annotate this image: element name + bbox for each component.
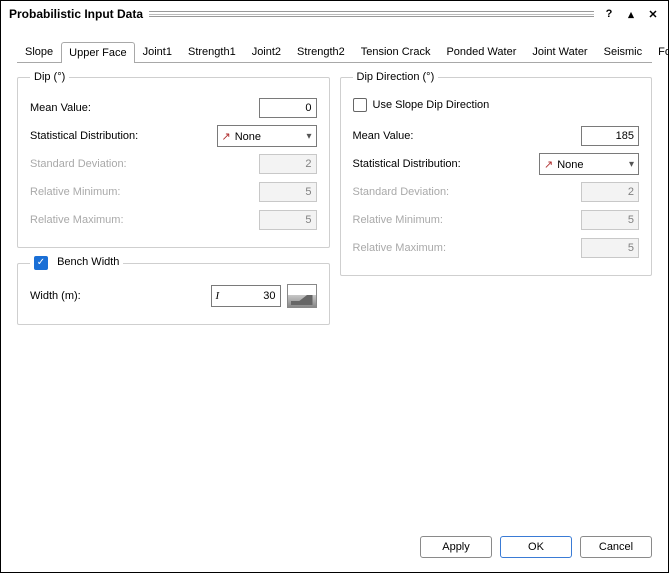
dip-relmin-label: Relative Minimum: (30, 186, 120, 198)
tab-forces[interactable]: Forces (650, 41, 669, 62)
bench-group: ✓ Bench Width Width (m): I 30 (17, 256, 330, 325)
dipdir-mean-input[interactable] (581, 126, 639, 146)
collapse-icon[interactable]: ▴ (624, 7, 638, 21)
dip-relmax-label: Relative Maximum: (30, 214, 124, 226)
apply-button[interactable]: Apply (420, 536, 492, 558)
content-area: Dip (°) Mean Value: Statistical Distribu… (1, 63, 668, 572)
dipdir-dist-label: Statistical Distribution: (353, 158, 461, 170)
dip-dist-value: None (235, 131, 261, 143)
chevron-down-icon: ▾ (306, 131, 311, 142)
dip-mean-row: Mean Value: (30, 95, 317, 121)
right-column: Dip Direction (°) Use Slope Dip Directio… (340, 71, 653, 518)
dip-mean-label: Mean Value: (30, 102, 91, 114)
dipdir-relmax-label: Relative Maximum: (353, 242, 447, 254)
dipdir-mean-label: Mean Value: (353, 130, 414, 142)
dip-sd-input (259, 154, 317, 174)
dip-relmin-row: Relative Minimum: (30, 179, 317, 205)
dipdir-group: Dip Direction (°) Use Slope Dip Directio… (340, 71, 653, 276)
tab-strength1[interactable]: Strength1 (180, 41, 244, 62)
dipdir-relmin-label: Relative Minimum: (353, 214, 443, 226)
dip-relmin-input (259, 182, 317, 202)
dipdir-sd-row: Standard Deviation: (353, 179, 640, 205)
dipdir-dist-value: None (557, 159, 583, 171)
button-bar: Apply OK Cancel (420, 536, 652, 558)
dip-relmax-input (259, 210, 317, 230)
dipdir-relmin-input (581, 210, 639, 230)
bench-width-value: 30 (263, 290, 275, 302)
dip-dist-select[interactable]: ↗ None ▾ (217, 125, 317, 147)
dip-sd-row: Standard Deviation: (30, 151, 317, 177)
ok-button[interactable]: OK (500, 536, 572, 558)
window-title: Probabilistic Input Data (9, 7, 143, 21)
bench-legend-label: Bench Width (57, 256, 119, 268)
left-column: Dip (°) Mean Value: Statistical Distribu… (17, 71, 330, 518)
tab-strength2[interactable]: Strength2 (289, 41, 353, 62)
dip-group: Dip (°) Mean Value: Statistical Distribu… (17, 71, 330, 248)
bench-width-input[interactable]: I 30 (211, 285, 281, 307)
tab-joint2[interactable]: Joint2 (244, 41, 289, 62)
bench-width-label: Width (m): (30, 290, 81, 302)
tab-tension-crack[interactable]: Tension Crack (353, 41, 439, 62)
dipdir-relmin-row: Relative Minimum: (353, 207, 640, 233)
dip-legend: Dip (°) (30, 71, 69, 83)
use-slope-dip-label: Use Slope Dip Direction (373, 99, 490, 111)
dipdir-mean-row: Mean Value: (353, 123, 640, 149)
tab-joint1[interactable]: Joint1 (135, 41, 180, 62)
dipdir-legend: Dip Direction (°) (353, 71, 439, 83)
cancel-button[interactable]: Cancel (580, 536, 652, 558)
chevron-down-icon: ▾ (629, 159, 634, 170)
dipdir-dist-select[interactable]: ↗ None ▾ (539, 153, 639, 175)
tab-bar: SlopeUpper FaceJoint1Strength1Joint2Stre… (1, 25, 668, 62)
close-icon[interactable]: ✕ (646, 7, 660, 21)
tab-ponded-water[interactable]: Ponded Water (438, 41, 524, 62)
dipdir-sd-input (581, 182, 639, 202)
dip-dist-label: Statistical Distribution: (30, 130, 138, 142)
distribution-icon: ↗ (544, 159, 553, 171)
dip-relmax-row: Relative Maximum: (30, 207, 317, 233)
window-controls: ? ▴ ✕ (602, 7, 660, 21)
text-cursor-icon: I (216, 290, 220, 302)
distribution-icon: ↗ (222, 131, 231, 143)
help-icon[interactable]: ? (602, 7, 616, 21)
titlebar: Probabilistic Input Data ? ▴ ✕ (1, 1, 668, 25)
dipdir-relmax-input (581, 238, 639, 258)
tab-seismic[interactable]: Seismic (596, 41, 651, 62)
bench-profile-icon[interactable] (287, 284, 317, 308)
bench-width-row: Width (m): I 30 (30, 280, 317, 312)
bench-width-input-wrap: I 30 (211, 284, 317, 308)
title-rule (149, 11, 594, 17)
dip-mean-input[interactable] (259, 98, 317, 118)
dip-dist-row: Statistical Distribution: ↗ None ▾ (30, 123, 317, 149)
dipdir-relmax-row: Relative Maximum: (353, 235, 640, 261)
use-slope-dip-checkbox[interactable] (353, 98, 367, 112)
dipdir-dist-row: Statistical Distribution: ↗ None ▾ (353, 151, 640, 177)
tab-upper-face[interactable]: Upper Face (61, 42, 134, 63)
dip-sd-label: Standard Deviation: (30, 158, 127, 170)
tab-joint-water[interactable]: Joint Water (524, 41, 595, 62)
dialog-window: Probabilistic Input Data ? ▴ ✕ SlopeUppe… (0, 0, 669, 573)
dipdir-useslope-row: Use Slope Dip Direction (353, 93, 640, 117)
bench-enable-checkbox[interactable]: ✓ (34, 256, 48, 270)
bench-legend: ✓ Bench Width (30, 256, 123, 270)
tab-slope[interactable]: Slope (17, 41, 61, 62)
dipdir-sd-label: Standard Deviation: (353, 186, 450, 198)
